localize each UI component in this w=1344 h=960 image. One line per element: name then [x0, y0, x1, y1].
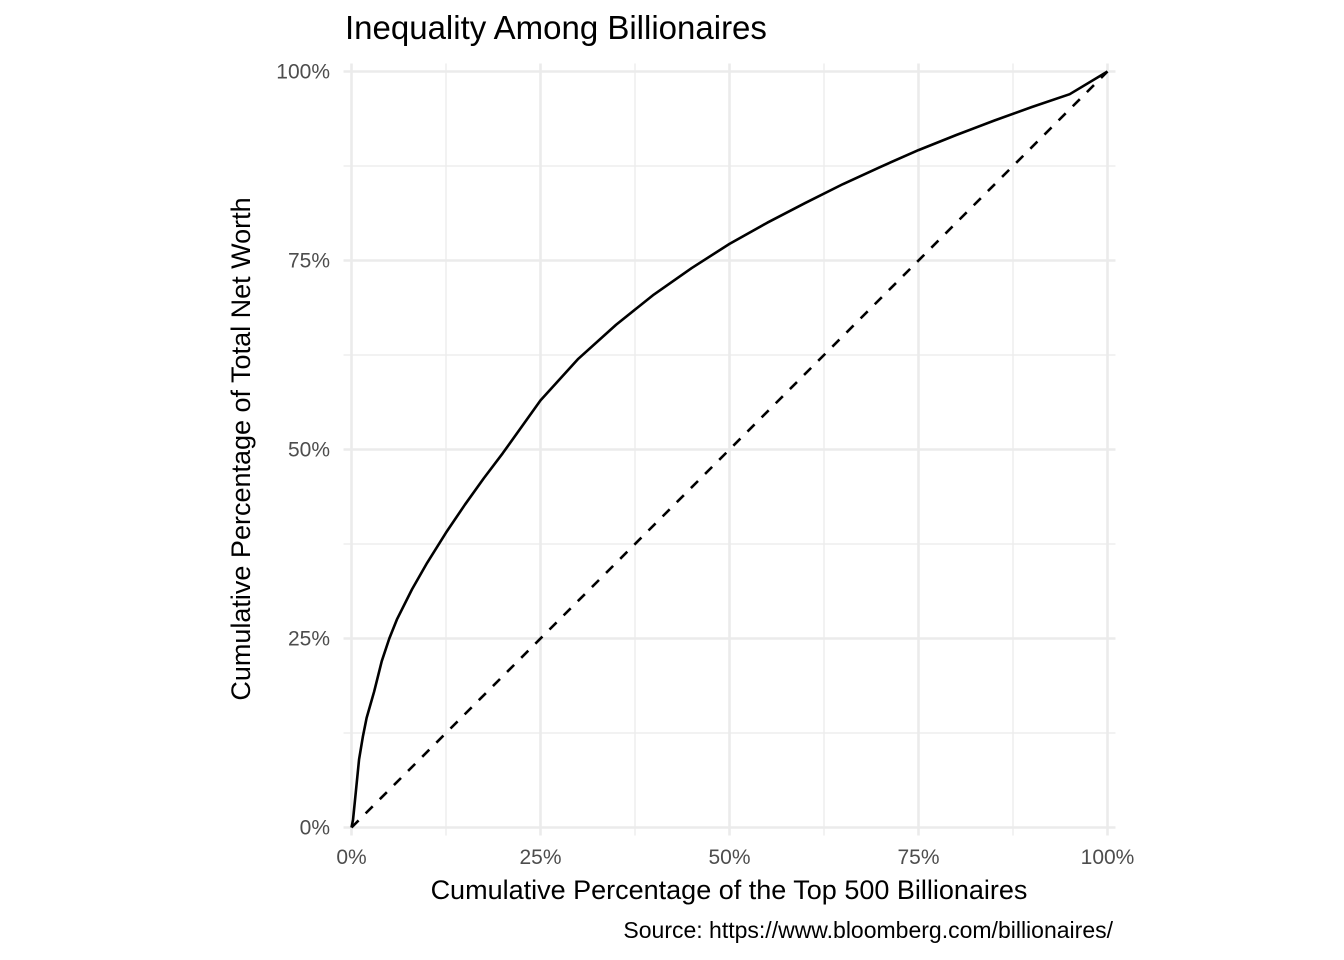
- x-tick-label: 0%: [336, 846, 366, 869]
- x-tick-label: 75%: [897, 846, 939, 869]
- x-tick-label: 50%: [708, 846, 750, 869]
- x-tick-label: 100%: [1081, 846, 1135, 869]
- y-tick-label: 50%: [288, 439, 330, 462]
- x-axis-label: Cumulative Percentage of the Top 500 Bil…: [431, 875, 1028, 905]
- chart-title: Inequality Among Billionaires: [345, 9, 767, 46]
- x-tick-label: 25%: [519, 846, 561, 869]
- source-caption: Source: https://www.bloomberg.com/billio…: [623, 917, 1113, 943]
- y-tick-label: 75%: [288, 250, 330, 273]
- y-axis-label: Cumulative Percentage of Total Net Worth: [226, 197, 256, 700]
- grid: [343, 63, 1116, 836]
- series-layer: [350, 70, 1109, 829]
- tick-labels: 0% 25% 50% 75% 100% 0% 25% 50% 75% 100%: [276, 61, 1134, 870]
- y-tick-label: 25%: [288, 628, 330, 651]
- y-tick-label: 100%: [276, 61, 330, 84]
- y-tick-label: 0%: [300, 817, 330, 840]
- lorenz-curve: [350, 70, 1109, 828]
